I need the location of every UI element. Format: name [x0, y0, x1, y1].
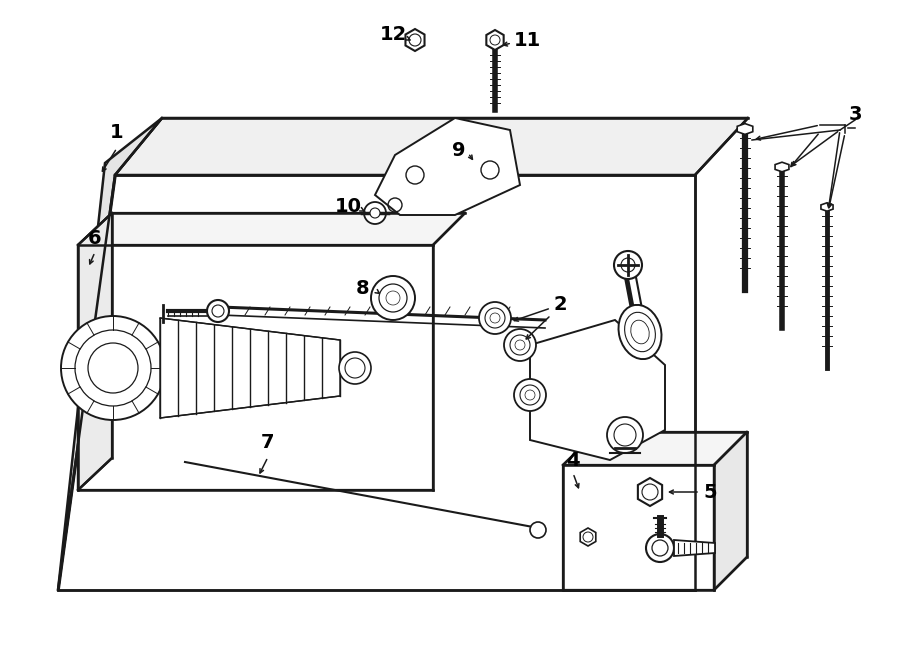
Text: 1: 1 [110, 122, 124, 141]
Text: 4: 4 [566, 451, 580, 469]
Polygon shape [115, 118, 748, 175]
Text: 5: 5 [703, 483, 716, 502]
Text: 3: 3 [848, 106, 862, 124]
Text: 9: 9 [452, 141, 466, 159]
Polygon shape [78, 213, 465, 245]
Polygon shape [406, 29, 425, 51]
Polygon shape [775, 162, 789, 172]
Circle shape [339, 352, 371, 384]
Circle shape [371, 276, 415, 320]
Polygon shape [714, 432, 747, 590]
Circle shape [530, 522, 546, 538]
Text: 12: 12 [380, 26, 407, 44]
Text: 8: 8 [356, 278, 370, 297]
Text: 2: 2 [554, 295, 567, 315]
Polygon shape [58, 118, 162, 590]
Polygon shape [486, 30, 504, 50]
Polygon shape [563, 432, 747, 465]
Circle shape [607, 417, 643, 453]
Circle shape [61, 316, 165, 420]
Polygon shape [78, 245, 433, 490]
Text: 6: 6 [88, 229, 102, 247]
Circle shape [479, 302, 511, 334]
Circle shape [406, 166, 424, 184]
Polygon shape [821, 203, 833, 212]
Circle shape [646, 534, 674, 562]
Polygon shape [160, 318, 340, 418]
Polygon shape [78, 213, 112, 490]
Circle shape [614, 251, 642, 279]
Polygon shape [375, 118, 520, 215]
Text: 11: 11 [513, 30, 541, 50]
Polygon shape [580, 528, 596, 546]
Text: 10: 10 [335, 198, 362, 217]
Polygon shape [674, 540, 715, 556]
Polygon shape [737, 124, 752, 134]
Circle shape [207, 300, 229, 322]
Polygon shape [563, 465, 714, 590]
Circle shape [514, 379, 546, 411]
Polygon shape [638, 478, 662, 506]
Ellipse shape [618, 305, 662, 359]
Polygon shape [530, 320, 665, 460]
Circle shape [481, 161, 499, 179]
Circle shape [370, 208, 380, 218]
Text: 7: 7 [261, 432, 274, 451]
Polygon shape [58, 175, 695, 590]
Ellipse shape [625, 312, 655, 352]
Circle shape [364, 202, 386, 224]
Circle shape [504, 329, 536, 361]
